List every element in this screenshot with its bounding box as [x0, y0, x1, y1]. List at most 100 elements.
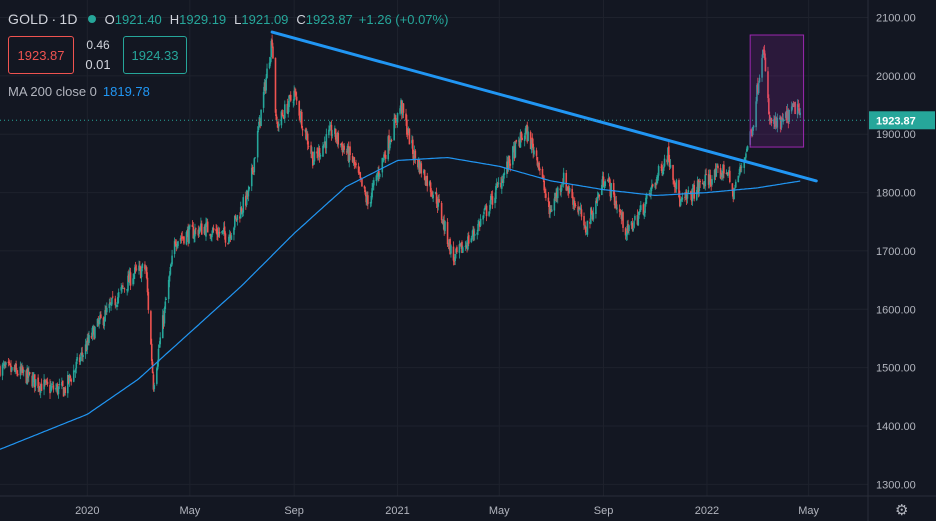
candle-body — [721, 172, 724, 176]
candle-body — [171, 255, 173, 265]
candle-body — [509, 163, 512, 166]
candle-body — [482, 215, 484, 220]
candle-body — [640, 205, 642, 211]
candle-body — [388, 135, 390, 149]
candle-body — [666, 159, 668, 163]
candle-body — [1, 364, 4, 376]
candle-body — [234, 216, 237, 218]
candle-body — [389, 140, 392, 143]
candle-body — [57, 386, 60, 395]
candle-body — [28, 371, 30, 377]
candle-body — [473, 233, 476, 236]
candle-body — [437, 198, 440, 207]
candle-body — [212, 228, 215, 231]
candle-body — [529, 132, 532, 149]
candle-body — [412, 139, 414, 155]
sell-button[interactable]: 1923.87 — [8, 36, 74, 74]
candle-body — [58, 383, 61, 386]
candle-body — [737, 175, 740, 183]
candle-body — [734, 187, 736, 189]
candle-body — [268, 62, 271, 69]
candle-body — [97, 320, 100, 324]
candle-body — [295, 92, 297, 96]
candle-body — [784, 112, 787, 118]
candle-body — [507, 155, 510, 169]
candle-body — [32, 376, 34, 387]
candle-body — [257, 126, 260, 131]
interval-label[interactable]: 1D — [59, 11, 78, 27]
candle-body — [63, 388, 66, 396]
x-tick-label: May — [489, 505, 510, 517]
gear-icon[interactable]: ⚙ — [895, 502, 909, 519]
candle-body — [34, 379, 37, 386]
candle-body — [547, 197, 550, 202]
candle-body — [200, 223, 202, 228]
candle-body — [549, 209, 551, 214]
candle-body — [289, 95, 291, 97]
candle-body — [561, 183, 563, 187]
candle-body — [584, 226, 587, 233]
candle-body — [7, 361, 10, 364]
candle-body — [757, 83, 760, 94]
market-open-dot-icon — [87, 15, 96, 23]
candle-body — [370, 195, 373, 204]
candle-body — [595, 200, 597, 214]
candle-body — [621, 212, 623, 220]
candle-body — [128, 274, 130, 283]
symbol-name[interactable]: GOLD — [8, 11, 49, 27]
candle-body — [245, 195, 247, 206]
candle-body — [661, 165, 663, 174]
candle-body — [287, 105, 290, 114]
candle-body — [170, 264, 173, 267]
candle-body — [476, 232, 479, 235]
candle-body — [330, 124, 333, 136]
candle-body — [660, 166, 662, 168]
candle-body — [74, 369, 77, 373]
candle-body — [606, 180, 609, 181]
candle-body — [628, 225, 630, 232]
candle-body — [96, 319, 99, 327]
candle-body — [429, 182, 432, 192]
candle-body — [141, 264, 144, 269]
candle-body — [776, 117, 779, 128]
candle-body — [254, 157, 256, 159]
candle-body — [211, 234, 213, 238]
candle-body — [720, 174, 723, 178]
candle-body — [785, 110, 788, 121]
candle-body — [221, 231, 223, 234]
candle-body — [452, 246, 455, 261]
candle-body — [423, 170, 425, 174]
buy-button[interactable]: 1924.33 — [123, 36, 187, 74]
candle-body — [428, 181, 431, 186]
candle-body — [625, 234, 628, 237]
candle-body — [135, 268, 138, 270]
candle-body — [583, 216, 585, 226]
candle-body — [713, 170, 716, 180]
candle-body — [435, 192, 438, 204]
candle-body — [727, 174, 729, 176]
candle-body — [535, 150, 538, 156]
candle-body — [512, 146, 515, 148]
candle-body — [679, 201, 682, 206]
candle-body — [502, 173, 505, 183]
candle-body — [538, 162, 540, 170]
candle-body — [732, 191, 735, 199]
candle-body — [19, 366, 22, 376]
candle-body — [634, 215, 636, 220]
candle-body — [366, 196, 368, 204]
candle-body — [399, 108, 401, 114]
ma-legend[interactable]: MA 200 close 0 1819.78 — [8, 84, 150, 99]
candle-body — [709, 174, 712, 182]
candle-body — [567, 186, 569, 191]
candle-body — [441, 221, 444, 224]
candle-body — [580, 209, 583, 217]
candle-body — [354, 163, 356, 166]
candle-body — [442, 219, 445, 225]
candle-body — [615, 200, 618, 210]
candle-body — [648, 193, 651, 194]
candle-body — [341, 143, 344, 153]
candle-body — [76, 357, 78, 361]
candle-body — [253, 158, 256, 173]
candle-body — [175, 243, 178, 247]
